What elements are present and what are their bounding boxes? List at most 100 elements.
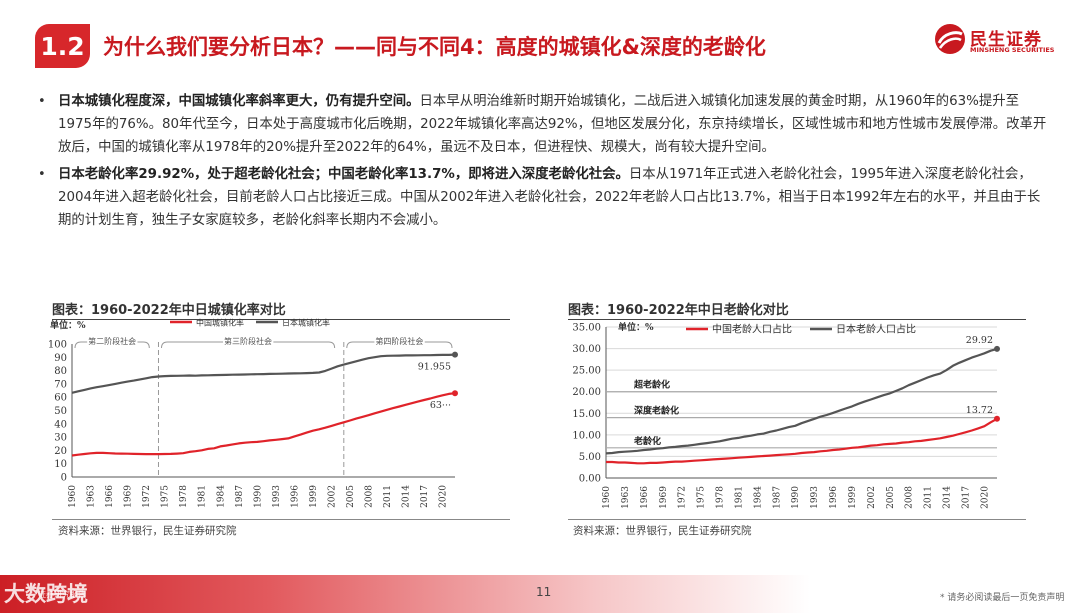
legend-label: 日本城镇化率 (282, 318, 330, 328)
reference-label: 老龄化 (633, 435, 661, 447)
x-tick-label: 1981 (198, 485, 208, 508)
x-tick-label: 1990 (791, 486, 801, 509)
data-label: 29.92 (966, 335, 993, 346)
x-tick-label: 1966 (105, 485, 115, 508)
x-tick-label: 1966 (640, 486, 650, 509)
x-tick-label: 1981 (734, 486, 744, 509)
x-tick-label: 1960 (68, 485, 78, 508)
section-badge: 1.2 (35, 24, 90, 68)
aging-chart: 0.00 5.00 10.00 15.00 20.00 25.00 30.00 35.00 19… (572, 321, 1000, 509)
x-tick-label: 1996 (290, 485, 300, 508)
x-tick-label: 2014 (943, 486, 953, 509)
x-tick-label: 1987 (772, 486, 782, 509)
x-tick-label: 1969 (659, 486, 669, 509)
slide-footer: 大数跨境 证券研究报告 11 * 请务必阅读最后一页免责声明 (0, 575, 1080, 613)
watermark-small: 证券研究报告 (38, 590, 86, 599)
y-tick-label: 80 (54, 366, 67, 377)
series-end-point (994, 345, 1000, 352)
x-tick-label: 1993 (272, 485, 282, 508)
x-tick-label: 1975 (697, 486, 707, 509)
y-tick-label: 60 (54, 393, 67, 404)
x-tick-label: 2002 (327, 485, 337, 508)
x-tick-label: 2014 (402, 485, 412, 508)
bullet-heading: 日本老龄化率29.92%，处于超老龄化社会；中国老龄化率13.7%，即将进入深度… (58, 167, 629, 182)
phase-label: 第四阶段社会 (375, 336, 423, 346)
x-tick-label: 2011 (383, 485, 393, 508)
x-tick-label: 1960 (602, 486, 612, 509)
logo-text-cn: 民生证券 (970, 30, 1042, 50)
phase-label: 第二阶段社会 (88, 336, 136, 346)
bullet-aging: • 日本老龄化率29.92%，处于超老龄化社会；中国老龄化率13.7%，即将进入… (38, 163, 1048, 232)
legend-label: 日本老龄人口占比 (836, 323, 916, 336)
series-line (606, 417, 998, 465)
bullet-heading: 日本城镇化程度深，中国城镇化率斜率更大，仍有提升空间。 (58, 94, 420, 109)
x-tick-label: 2005 (346, 485, 356, 508)
phase-label: 第三阶段社会 (224, 336, 272, 346)
y-tick-label: 30 (54, 433, 67, 444)
left-chart-title: 图表：1960-2022年中日城镇化率对比 (52, 299, 510, 320)
data-label: 13.72 (966, 405, 993, 416)
x-tick-label: 1972 (678, 486, 688, 509)
series-line (71, 392, 456, 457)
y-tick-label: 10.00 (572, 430, 601, 441)
x-tick-label: 2017 (961, 486, 971, 509)
page-number: 11 (536, 585, 552, 599)
bullet-dot: • (38, 94, 46, 109)
x-tick-label: 1975 (161, 485, 171, 508)
x-tick-label: 1963 (87, 485, 97, 508)
x-tick-label: 2008 (365, 485, 375, 508)
y-tick-label: 10 (54, 459, 67, 470)
unit-label: 单位：% (50, 319, 86, 331)
bullet-urbanization: • 日本城镇化程度深，中国城镇化率斜率更大，仍有提升空间。日本早从明治维新时期开… (38, 90, 1048, 159)
x-tick-label: 2002 (867, 486, 877, 509)
logo-text-en: MINSHENG SECURITIES (970, 46, 1055, 54)
x-tick-label: 1999 (848, 486, 858, 509)
x-tick-label: 1969 (124, 485, 134, 508)
bullet-list: • 日本城镇化程度深，中国城镇化率斜率更大，仍有提升空间。日本早从明治维新时期开… (38, 90, 1048, 236)
x-tick-label: 1963 (621, 486, 631, 509)
x-tick-label: 2005 (886, 486, 896, 509)
y-tick-label: 30.00 (572, 344, 601, 355)
urbanization-chart: 0 10 20 30 40 50 60 70 80 90 100 1960 1963 1966 1969 19… (48, 318, 458, 508)
series-end-point (994, 415, 1000, 422)
y-tick-label: 20 (54, 446, 67, 457)
reference-label: 超老龄化 (633, 379, 670, 391)
series-line (71, 353, 456, 394)
left-chart-source: 资料来源：世界银行，民生证券研究院 (58, 525, 237, 537)
data-label: 91.955 (418, 362, 451, 373)
footer-bar (0, 575, 1080, 613)
x-tick-label: 2008 (905, 486, 915, 509)
phase-bracket (160, 341, 336, 349)
x-tick-label: 1984 (216, 485, 226, 508)
bullet-body: 日本从1971年正式进入老龄化社会，1995年进入深度老龄化社会，2004年进入… (58, 167, 1041, 228)
x-tick-label: 1996 (829, 486, 839, 509)
y-tick-label: 100 (48, 340, 67, 351)
y-tick-label: 40 (54, 419, 67, 430)
y-tick-label: 0 (61, 473, 67, 484)
right-chart-source: 资料来源：世界银行，民生证券研究院 (573, 525, 752, 537)
reference-label: 深度老龄化 (634, 405, 679, 417)
x-tick-label: 1987 (235, 485, 245, 508)
unit-label: 单位：% (618, 321, 654, 333)
phase-bracket (74, 341, 150, 349)
minsheng-logo-icon (935, 24, 965, 54)
x-tick-label: 1999 (309, 485, 319, 508)
phase-bracket (346, 341, 453, 349)
company-logo: 民生证券 MINSHENG SECURITIES (934, 23, 1055, 59)
divider (568, 519, 1026, 520)
y-tick-label: 0.00 (579, 474, 601, 485)
x-tick-label: 2020 (980, 486, 990, 509)
y-tick-label: 35.00 (572, 323, 601, 334)
bullet-dot: • (38, 167, 46, 182)
y-tick-label: 25.00 (572, 366, 601, 377)
x-tick-label: 1972 (142, 485, 152, 508)
legend-label: 中国城镇化率 (196, 318, 244, 328)
x-tick-label: 2017 (420, 485, 430, 508)
x-tick-label: 1978 (179, 485, 189, 508)
y-tick-label: 70 (54, 379, 67, 390)
y-tick-label: 15.00 (572, 409, 601, 420)
x-tick-label: 1990 (253, 485, 263, 508)
slide-title: 为什么我们要分析日本？——同与不同4：高度的城镇化&深度的老龄化 (103, 35, 766, 59)
slide-header: 1.2 为什么我们要分析日本？——同与不同4：高度的城镇化&深度的老龄化 民生证… (0, 0, 1080, 72)
series-line (605, 347, 998, 455)
